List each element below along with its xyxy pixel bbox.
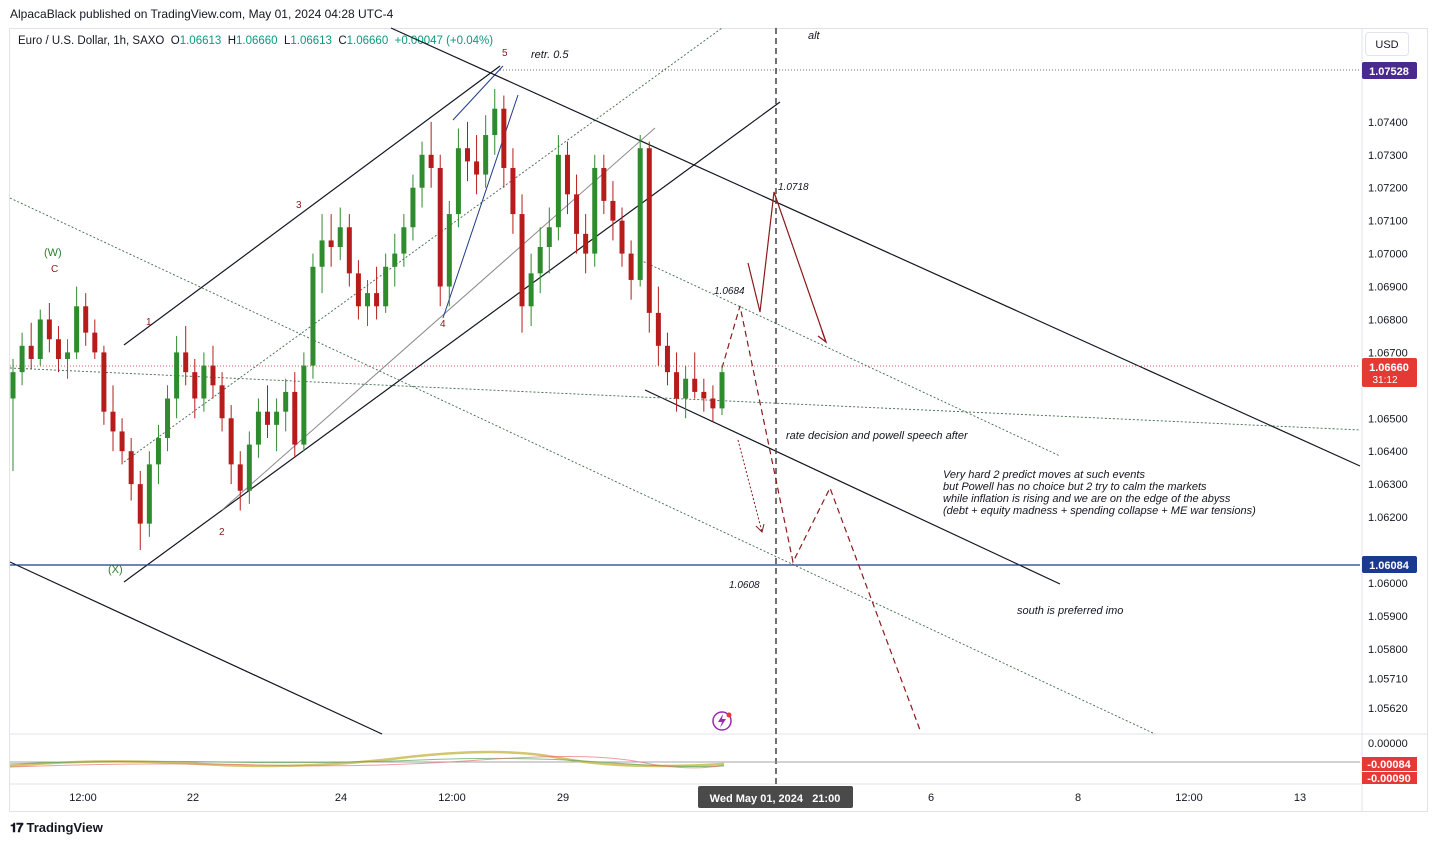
- change-value: +0.00047 (+0.04%): [394, 35, 494, 47]
- close-label: C: [338, 35, 347, 47]
- low-value: 1.06613: [290, 35, 332, 47]
- open-value: 1.06613: [179, 35, 222, 47]
- chart-frame: [9, 28, 1428, 812]
- brand-name: TradingView: [26, 820, 103, 835]
- header-bar: AlpacaBlack published on TradingView.com…: [0, 0, 1437, 28]
- publisher-text: AlpacaBlack published on TradingView.com…: [10, 7, 394, 21]
- high-label: H: [227, 35, 236, 47]
- tradingview-footer[interactable]: 𝟏𝟕 TradingView: [10, 820, 103, 836]
- symbol-legend: Euro / U.S. Dollar, 1h, SAXO O1.06613 H1…: [18, 35, 493, 47]
- high-value: 1.06660: [236, 35, 278, 47]
- symbol-name[interactable]: Euro / U.S. Dollar, 1h, SAXO: [18, 35, 165, 47]
- currency-button[interactable]: USD: [1365, 32, 1409, 56]
- close-value: 1.06660: [346, 35, 389, 47]
- tv-logo-icon: 𝟏𝟕: [10, 820, 24, 835]
- open-label: O: [170, 35, 180, 47]
